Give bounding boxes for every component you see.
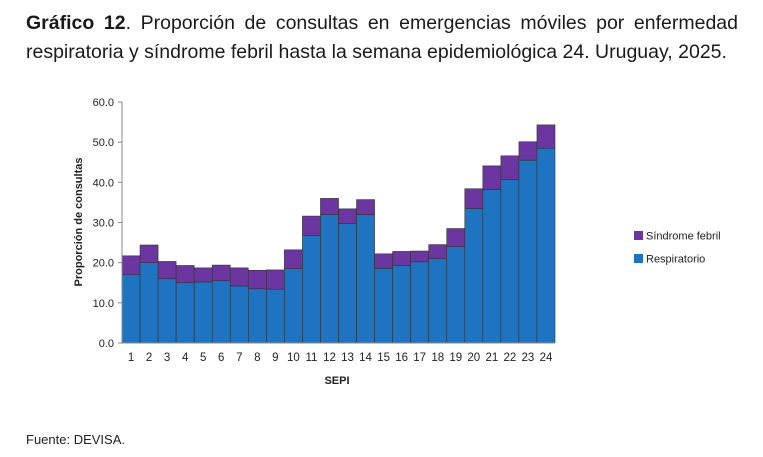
legend-label: Respiratorio (646, 254, 705, 266)
bar-sindrome-febril (338, 208, 357, 225)
bar-respiratorio (410, 261, 430, 344)
bar-respiratorio (302, 235, 321, 344)
x-tick-label: 20 (467, 352, 480, 364)
bar-sindrome-febril (247, 269, 267, 290)
x-tick-label: 7 (236, 352, 242, 364)
bar-sindrome-febril (464, 188, 484, 209)
caption-text: . Proporción de consultas en emergencias… (26, 12, 738, 63)
bar-sindrome-febril (266, 269, 285, 290)
bar-sindrome-febril (302, 215, 321, 236)
bar-respiratorio (121, 274, 141, 344)
bar-respiratorio (229, 285, 249, 344)
bar-respiratorio (247, 288, 267, 344)
x-tick-label: 11 (305, 352, 317, 364)
y-tick-label: 20.0 (93, 258, 114, 270)
x-tick-label: 24 (540, 352, 553, 364)
y-tick-label: 30.0 (93, 218, 114, 230)
caption-label: Gráfico 12 (26, 12, 126, 34)
x-tick-label: 14 (359, 352, 372, 364)
y-axis-title: Proporción de consultas (73, 158, 85, 287)
bar-respiratorio (428, 258, 448, 344)
bar-respiratorio (266, 288, 285, 344)
x-axis-title: SEPI (324, 375, 349, 387)
y-tick-label: 40.0 (93, 177, 114, 189)
x-tick-label: 23 (522, 352, 535, 364)
bar-sindrome-febril (536, 124, 556, 149)
bar-respiratorio (338, 223, 357, 344)
bar-sindrome-febril (482, 165, 502, 190)
bar-sindrome-febril (356, 199, 375, 215)
bar-sindrome-febril (428, 244, 448, 259)
bar-sindrome-febril (374, 253, 393, 269)
bar-respiratorio (500, 179, 520, 344)
legend-swatch (634, 231, 643, 240)
x-tick-label: 15 (377, 352, 390, 364)
x-tick-label: 12 (323, 352, 336, 364)
bar-sindrome-febril (193, 267, 213, 283)
x-tick-label: 13 (341, 352, 354, 364)
y-tick-label: 60.0 (93, 97, 114, 109)
x-tick-label: 5 (200, 352, 206, 364)
chart-caption: Gráfico 12. Proporción de consultas en e… (26, 9, 738, 67)
x-tick-label: 17 (413, 352, 426, 364)
y-tick-label: 0.0 (99, 338, 114, 350)
x-tick-label: 6 (218, 352, 224, 364)
y-tick-label: 10.0 (93, 298, 114, 310)
bar-respiratorio (464, 208, 484, 344)
bar-sindrome-febril (392, 251, 411, 266)
bar-respiratorio (446, 246, 466, 344)
y-tick-label: 50.0 (93, 137, 114, 149)
x-tick-label: 22 (503, 352, 516, 364)
x-tick-label: 10 (287, 352, 300, 364)
bar-respiratorio (536, 147, 556, 344)
x-tick-label: 18 (431, 352, 444, 364)
x-tick-label: 8 (254, 352, 260, 364)
legend-swatch (634, 254, 643, 263)
x-tick-label: 4 (182, 352, 189, 364)
bar-sindrome-febril (410, 250, 430, 263)
bar-sindrome-febril (175, 265, 195, 284)
bar-respiratorio (392, 265, 411, 344)
x-tick-label: 2 (146, 352, 152, 364)
bar-respiratorio (284, 268, 303, 344)
x-tick-label: 19 (449, 352, 462, 364)
bar-respiratorio (320, 214, 339, 344)
x-tick-label: 16 (395, 352, 408, 364)
bar-respiratorio (139, 262, 159, 344)
x-tick-label: 3 (164, 352, 170, 364)
bar-respiratorio (374, 267, 393, 344)
bar-sindrome-febril (518, 141, 538, 161)
bar-sindrome-febril (320, 198, 339, 215)
bar-sindrome-febril (139, 244, 159, 263)
bar-sindrome-febril (284, 249, 303, 269)
bar-sindrome-febril (157, 261, 177, 280)
x-tick-label: 9 (272, 352, 278, 364)
bar-respiratorio (482, 189, 502, 344)
bar-respiratorio (157, 278, 177, 344)
bar-respiratorio (211, 280, 231, 344)
bar-sindrome-febril (211, 264, 231, 282)
x-tick-label: 1 (128, 352, 134, 364)
bar-respiratorio (175, 282, 195, 344)
legend-label: Síndrome febril (646, 231, 721, 243)
bar-respiratorio (356, 214, 375, 344)
source-note: Fuente: DEVISA. (26, 432, 125, 447)
bar-respiratorio (518, 159, 538, 344)
bar-sindrome-febril (229, 267, 249, 287)
x-tick-label: 21 (485, 352, 498, 364)
bar-sindrome-febril (446, 228, 466, 247)
bar-sindrome-febril (121, 255, 141, 276)
bar-sindrome-febril (500, 155, 520, 180)
bar-respiratorio (193, 281, 213, 344)
